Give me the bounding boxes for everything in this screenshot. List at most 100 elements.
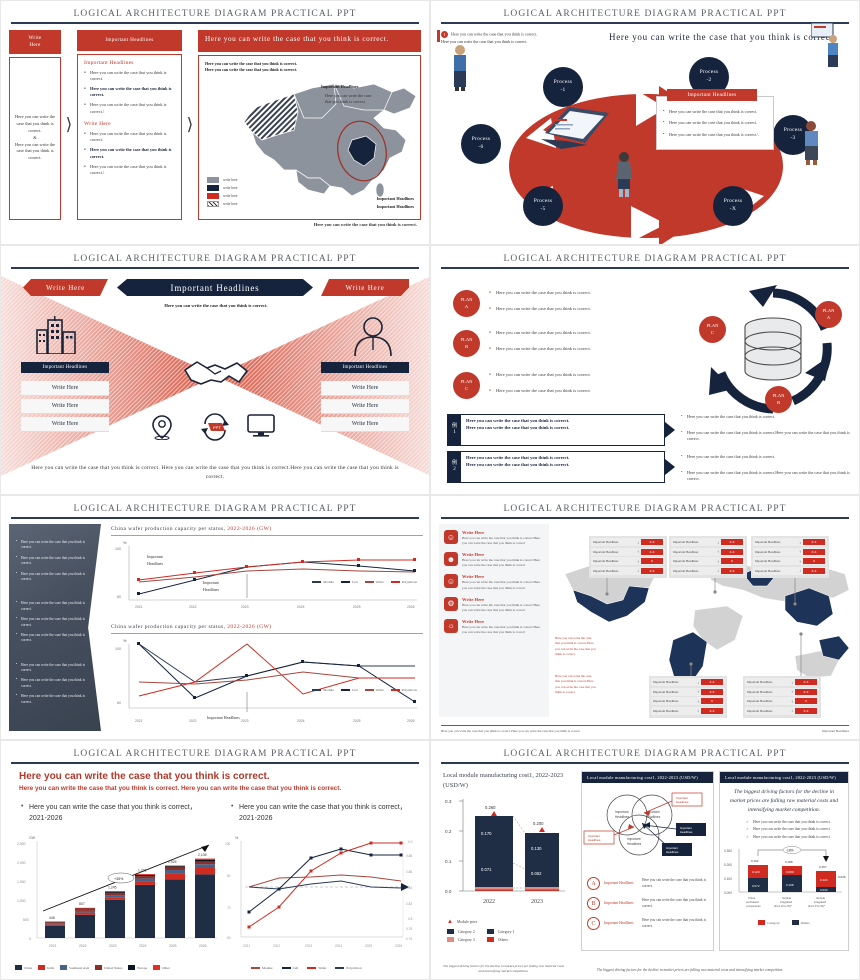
photo-bullet: Here you can write the case that you thi… [16, 693, 89, 705]
plan-letter: C [710, 329, 715, 335]
s2-process-x[interactable]: Process -X [713, 186, 753, 226]
row-value: X.X [701, 707, 723, 714]
s6-stat-card[interactable]: Important Headlines ↓ X.X Important Headli… [743, 676, 821, 718]
s4-ring-plan-b[interactable]: PLAN B [765, 386, 792, 413]
svg-text:2025: 2025 [365, 944, 372, 948]
legend-label: write here [223, 193, 238, 198]
arrow-up-icon: ↑ [637, 549, 639, 554]
s5-photo-panel: Here you can write the case that you thi… [9, 524, 101, 731]
s4-ring-plan-a[interactable]: PLAN A [815, 301, 842, 328]
s3-left-item[interactable]: Write Here [21, 417, 109, 432]
row-label: Important Headlines [673, 549, 699, 554]
s2-process-6[interactable]: Process -6 [461, 124, 501, 164]
s2-process-1[interactable]: Process -1 [543, 67, 583, 107]
s3-left-item[interactable]: Write Here [21, 399, 109, 414]
s7-bar-legend: China India Southeast Asia United States… [15, 965, 170, 970]
row-value: X.X [641, 539, 663, 545]
svg-text:0.300: 0.300 [724, 849, 732, 853]
s4-example-2[interactable]: 例 2 Here you can write the case that you… [447, 451, 665, 483]
s7-stacked-bar-chart[interactable]: GW 2,500 2,000 1,500 1,000 500 0 448 [15, 831, 225, 956]
s3-right-item[interactable]: Write Here [321, 399, 409, 414]
s5-chart-top[interactable]: % 100 60 Important Headlines Important H… [111, 536, 423, 614]
check-item: Here you can write the case that you thi… [746, 827, 840, 833]
s4-ring-plan-c[interactable]: PLAN C [699, 316, 726, 343]
svg-text:0.82: 0.82 [406, 902, 412, 906]
slide-1[interactable]: LOGICAL ARCHITECTURE DIAGRAM PRACTICAL P… [0, 0, 430, 245]
s3-right-item[interactable]: Write Here [321, 381, 409, 396]
row-heading: Important Headlines [604, 880, 634, 885]
svg-text:Headlines: Headlines [203, 587, 219, 592]
row-label: Important Headlines [747, 680, 773, 684]
slide-7[interactable]: LOGICAL ARCHITECTURE DIAGRAM PRACTICAL P… [0, 740, 430, 980]
arrow-down-icon: ↓ [697, 679, 699, 685]
svg-text:Important: Important [666, 846, 678, 850]
svg-text:2023: 2023 [305, 944, 312, 948]
s4-plan-c[interactable]: PLAN C [453, 372, 480, 399]
svg-text:Headlines: Headlines [646, 815, 661, 819]
arrow-up-icon: ↑ [799, 558, 801, 564]
check-item: Here you can write the case that you thi… [746, 835, 840, 841]
svg-text:2022: 2022 [483, 899, 495, 905]
s2-info-card[interactable]: Here you can write the case that you thi… [656, 96, 774, 150]
example-number-box: 例 2 [448, 452, 461, 482]
refresh-ppt-icon: PPT [201, 413, 229, 441]
title-rule [441, 762, 849, 764]
arrow-right-icon [665, 422, 675, 438]
panel-header: Local module manufacturing cost1, 2022-2… [720, 772, 848, 783]
slide-2[interactable]: LOGICAL ARCHITECTURE DIAGRAM PRACTICAL P… [430, 0, 860, 245]
s4-plan-a[interactable]: PLAN A [453, 290, 480, 317]
s8-left-bar-chart[interactable]: 0.3 0.2 0.1 0.0 0.170 0.071 0.260 0.130 0.0… [443, 793, 568, 915]
svg-text:Important: Important [627, 837, 641, 841]
s7-line-chart[interactable]: % 100 80 70 60 0.9 0.88 0.86 0.84 0.82 0.8 0.78 0… [223, 831, 428, 956]
s1-subheading-1: Important Headlines [84, 59, 134, 66]
s6-stat-card[interactable]: Important Headlines ↓ X.X Important Headli… [751, 536, 829, 578]
row-label: Important Headlines [593, 559, 619, 563]
row-label: Important Headlines [673, 568, 699, 573]
s3-right-hex[interactable]: Write Here [321, 279, 409, 296]
s4-bullet: Here you can write the case that you thi… [489, 372, 664, 379]
s1-column-3: Here you can write the case that you thi… [198, 29, 421, 220]
photo-bullet: Here you can write the case that you thi… [16, 539, 89, 551]
row-value: X [795, 698, 817, 704]
letter-badge: B [587, 897, 600, 910]
card-row: Important Headlines ↑ X.X [671, 547, 745, 556]
location-pin-icon [152, 415, 172, 440]
photo-bullet: Here you can write the case that you thi… [16, 600, 89, 612]
slide-3[interactable]: LOGICAL ARCHITECTURE DIAGRAM PRACTICAL P… [0, 245, 430, 495]
s3-left-hex[interactable]: Write Here [23, 279, 108, 296]
card-row: Important Headlines ↓ X.X [651, 678, 725, 686]
slide-6[interactable]: LOGICAL ARCHITECTURE DIAGRAM PRACTICAL P… [430, 495, 860, 740]
s6-stat-card[interactable]: Important Headlines ↓ X.X Important Headli… [649, 676, 727, 718]
s8-quote-panel[interactable]: Local module manufacturing cost1, 2022-2… [719, 771, 849, 951]
slide-5[interactable]: LOGICAL ARCHITECTURE DIAGRAM PRACTICAL P… [0, 495, 430, 740]
row-heading: Important Headlines [604, 900, 634, 905]
svg-text:Headlines: Headlines [680, 830, 693, 834]
s4-plan-b[interactable]: PLAN B [453, 330, 480, 357]
slide-6-title: LOGICAL ARCHITECTURE DIAGRAM PRACTICAL P… [503, 504, 787, 514]
s3-left-item[interactable]: Write Here [21, 381, 109, 396]
svg-text:Important: Important [203, 580, 220, 585]
plan-letter: B [464, 343, 469, 349]
chart-rule [111, 535, 423, 536]
slide-4[interactable]: LOGICAL ARCHITECTURE DIAGRAM PRACTICAL P… [430, 245, 860, 495]
svg-text:500: 500 [23, 918, 29, 922]
row-value: X [701, 698, 723, 704]
s8-right-bar-chart[interactable]: 0.300 0.200 0.100 0.000 0.120 0.072 0.192 0… [724, 844, 846, 918]
s3-right-item[interactable]: Write Here [321, 417, 409, 432]
list-heading: Write Here [462, 596, 485, 602]
s4-example-1[interactable]: 例 1 Here you can write the case that you… [447, 414, 665, 446]
person-illustration-center [616, 152, 632, 197]
china-map-panel[interactable]: Here you can write the case that you thi… [198, 54, 421, 220]
svg-text:Important: Important [680, 826, 692, 830]
s8-venn-panel[interactable]: Local module manufacturing cost1, 2022-2… [581, 771, 714, 951]
svg-text:2,000: 2,000 [17, 861, 26, 865]
s5-chart-bottom[interactable]: % 100 60 Important Headlines 2021 2022 2… [111, 634, 423, 726]
s3-center-hex[interactable]: Important Headlines [117, 279, 313, 296]
svg-text:Vertical: Vertical [782, 896, 791, 900]
s6-stat-card[interactable]: Important Headlines ↓ X.X Important Headli… [589, 536, 667, 578]
svg-text:1,701: 1,701 [138, 869, 147, 873]
s6-map-text-2: Here you can write the case that you thi… [555, 674, 596, 694]
s6-stat-card[interactable]: Important Headlines ↓ X.X Important Headli… [669, 536, 747, 578]
slide-8[interactable]: LOGICAL ARCHITECTURE DIAGRAM PRACTICAL P… [430, 740, 860, 980]
s2-process-5[interactable]: Process -5 [523, 186, 563, 226]
